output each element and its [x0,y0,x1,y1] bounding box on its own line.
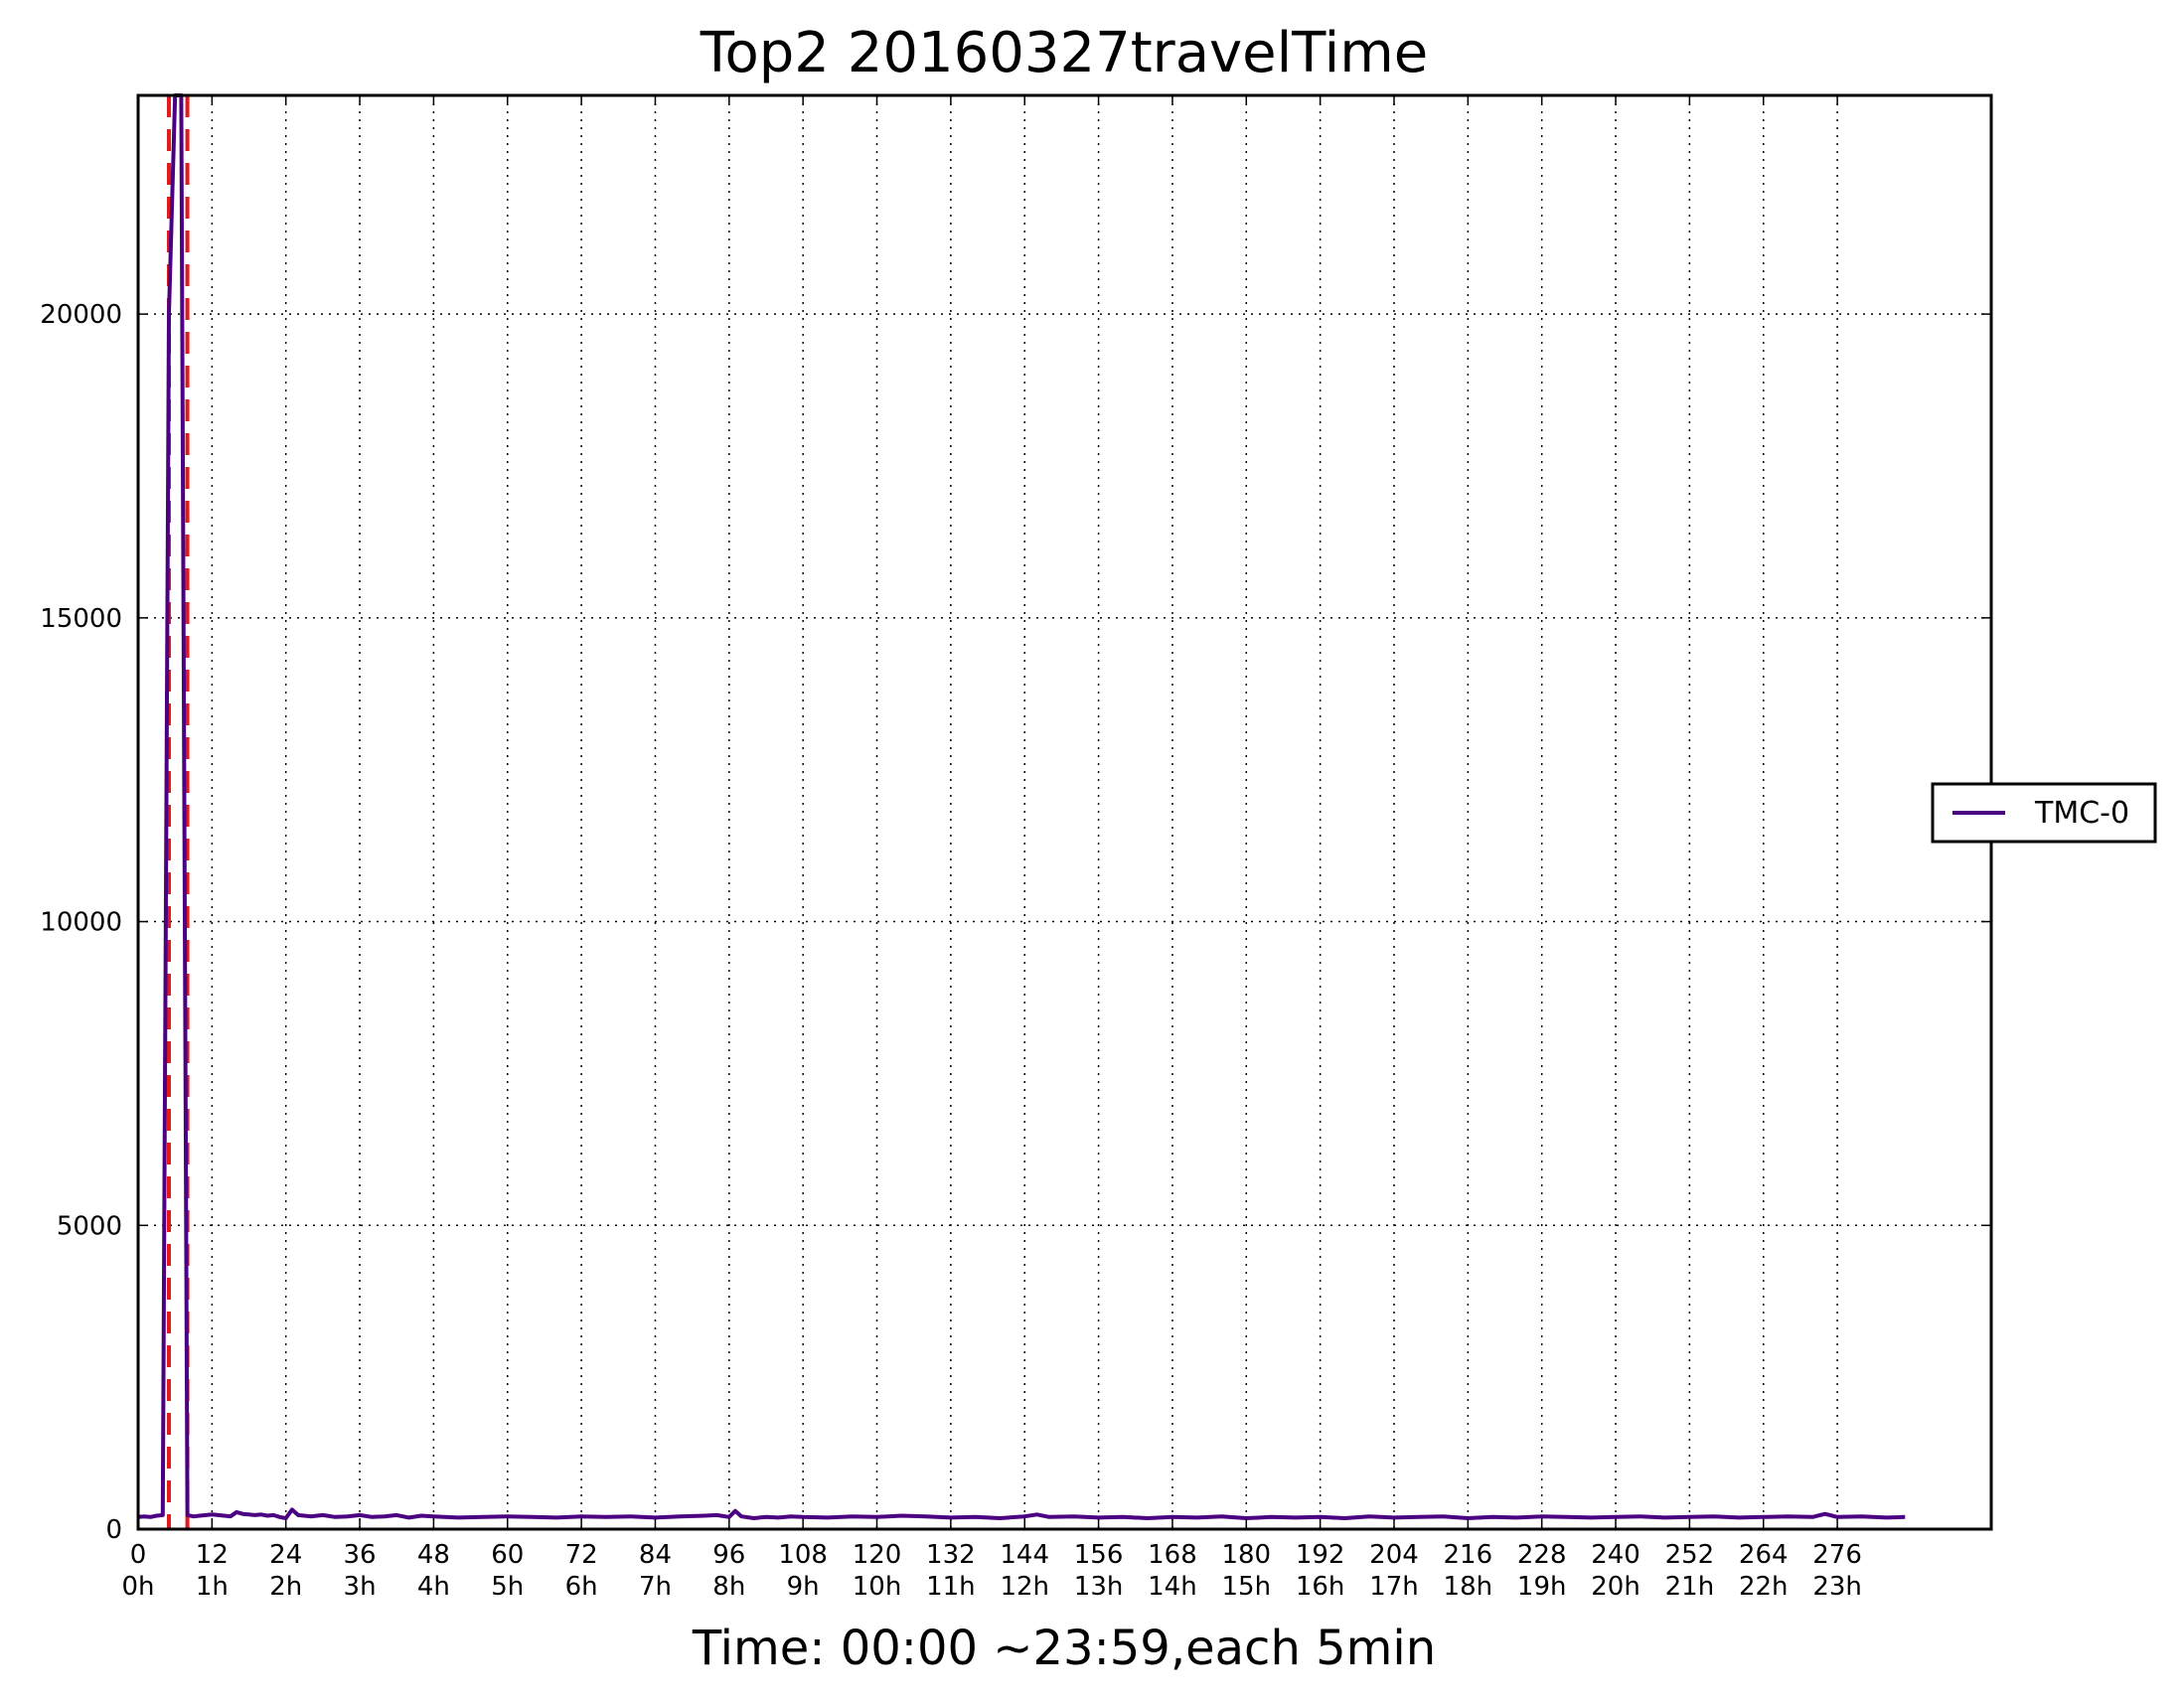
x-tick-label-hour: 12h [1000,1572,1049,1602]
x-tick-label: 240 [1591,1540,1640,1570]
x-tick-label-hour: 6h [565,1572,598,1602]
grid-layer [138,95,1991,1529]
chart-title: Top2 20160327travelTime [700,21,1428,85]
x-tick-label-hour: 18h [1444,1572,1493,1602]
plot-frame [136,93,1993,1531]
x-tick-label: 108 [778,1540,828,1570]
x-tick-label: 24 [269,1540,302,1570]
x-tick-label: 48 [417,1540,450,1570]
x-tick-label-hour: 3h [344,1572,377,1602]
x-tick-label: 264 [1739,1540,1789,1570]
x-tick-label: 120 [853,1540,902,1570]
legend: TMC-0 [1931,782,2157,844]
x-tick-label: 216 [1444,1540,1493,1570]
x-tick-label: 72 [565,1540,598,1570]
x-tick-label-hour: 8h [712,1572,745,1602]
x-tick-label: 36 [344,1540,377,1570]
x-tick-label-hour: 9h [787,1572,820,1602]
legend-box [1931,782,2157,844]
x-tick-label: 0 [130,1540,147,1570]
y-ticks-layer: 0 5000 10000 15000 20000 [40,300,1991,1545]
y-tick-label: 20000 [40,300,122,330]
x-tick-label-hour: 13h [1074,1572,1124,1602]
y-tick-label: 5000 [57,1211,122,1241]
x-tick-label: 144 [1000,1540,1049,1570]
legend-label: TMC-0 [2034,796,2129,831]
x-tick-label-hour: 7h [639,1572,672,1602]
y-tick-label: 15000 [40,604,122,634]
x-tick-label-hour: 0h [121,1572,154,1602]
x-tick-label-hour: 16h [1296,1572,1345,1602]
x-tick-label-hour: 15h [1222,1572,1272,1602]
x-tick-label: 204 [1369,1540,1419,1570]
x-tick-label-hour: 5h [491,1572,524,1602]
x-tick-label: 132 [926,1540,976,1570]
x-tick-label-hour: 23h [1812,1572,1862,1602]
x-tick-label: 60 [491,1540,524,1570]
y-tick-label: 10000 [40,908,122,938]
x-tick-label: 276 [1812,1540,1862,1570]
x-tick-label: 252 [1665,1540,1715,1570]
x-axis-label: Time: 00:00 ~23:59,each 5min [692,1621,1436,1676]
x-tick-label-hour: 17h [1369,1572,1419,1602]
y-tick-label: 0 [105,1515,122,1545]
series-line [137,93,1906,1520]
x-tick-label-hour: 19h [1517,1572,1567,1602]
series-layer [137,93,1906,1520]
x-tick-label: 192 [1296,1540,1345,1570]
x-tick-label: 228 [1517,1540,1567,1570]
x-tick-label: 12 [196,1540,229,1570]
x-tick-label: 180 [1221,1540,1271,1570]
x-tick-label-hour: 4h [417,1572,450,1602]
x-tick-label-hour: 2h [269,1572,302,1602]
x-tick-label-hour: 11h [926,1572,976,1602]
x-tick-label-hour: 14h [1148,1572,1197,1602]
x-tick-label-hour: 10h [853,1572,902,1602]
x-tick-label: 96 [712,1540,745,1570]
x-tick-label-hour: 1h [196,1572,229,1602]
x-tick-label-hour: 21h [1665,1572,1715,1602]
x-tick-label-hour: 20h [1591,1572,1640,1602]
x-tick-label: 84 [639,1540,672,1570]
x-tick-label: 168 [1148,1540,1197,1570]
x-tick-label-hour: 22h [1739,1572,1789,1602]
x-tick-label: 156 [1074,1540,1124,1570]
